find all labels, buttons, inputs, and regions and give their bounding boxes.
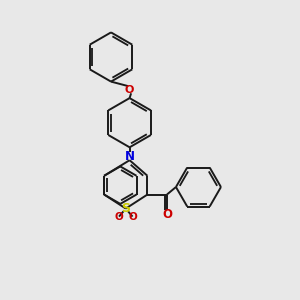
Text: O: O xyxy=(162,208,172,220)
Text: O: O xyxy=(128,212,137,222)
Text: N: N xyxy=(124,150,135,163)
Text: S: S xyxy=(121,202,130,215)
Text: O: O xyxy=(125,85,134,95)
Text: O: O xyxy=(115,212,123,222)
